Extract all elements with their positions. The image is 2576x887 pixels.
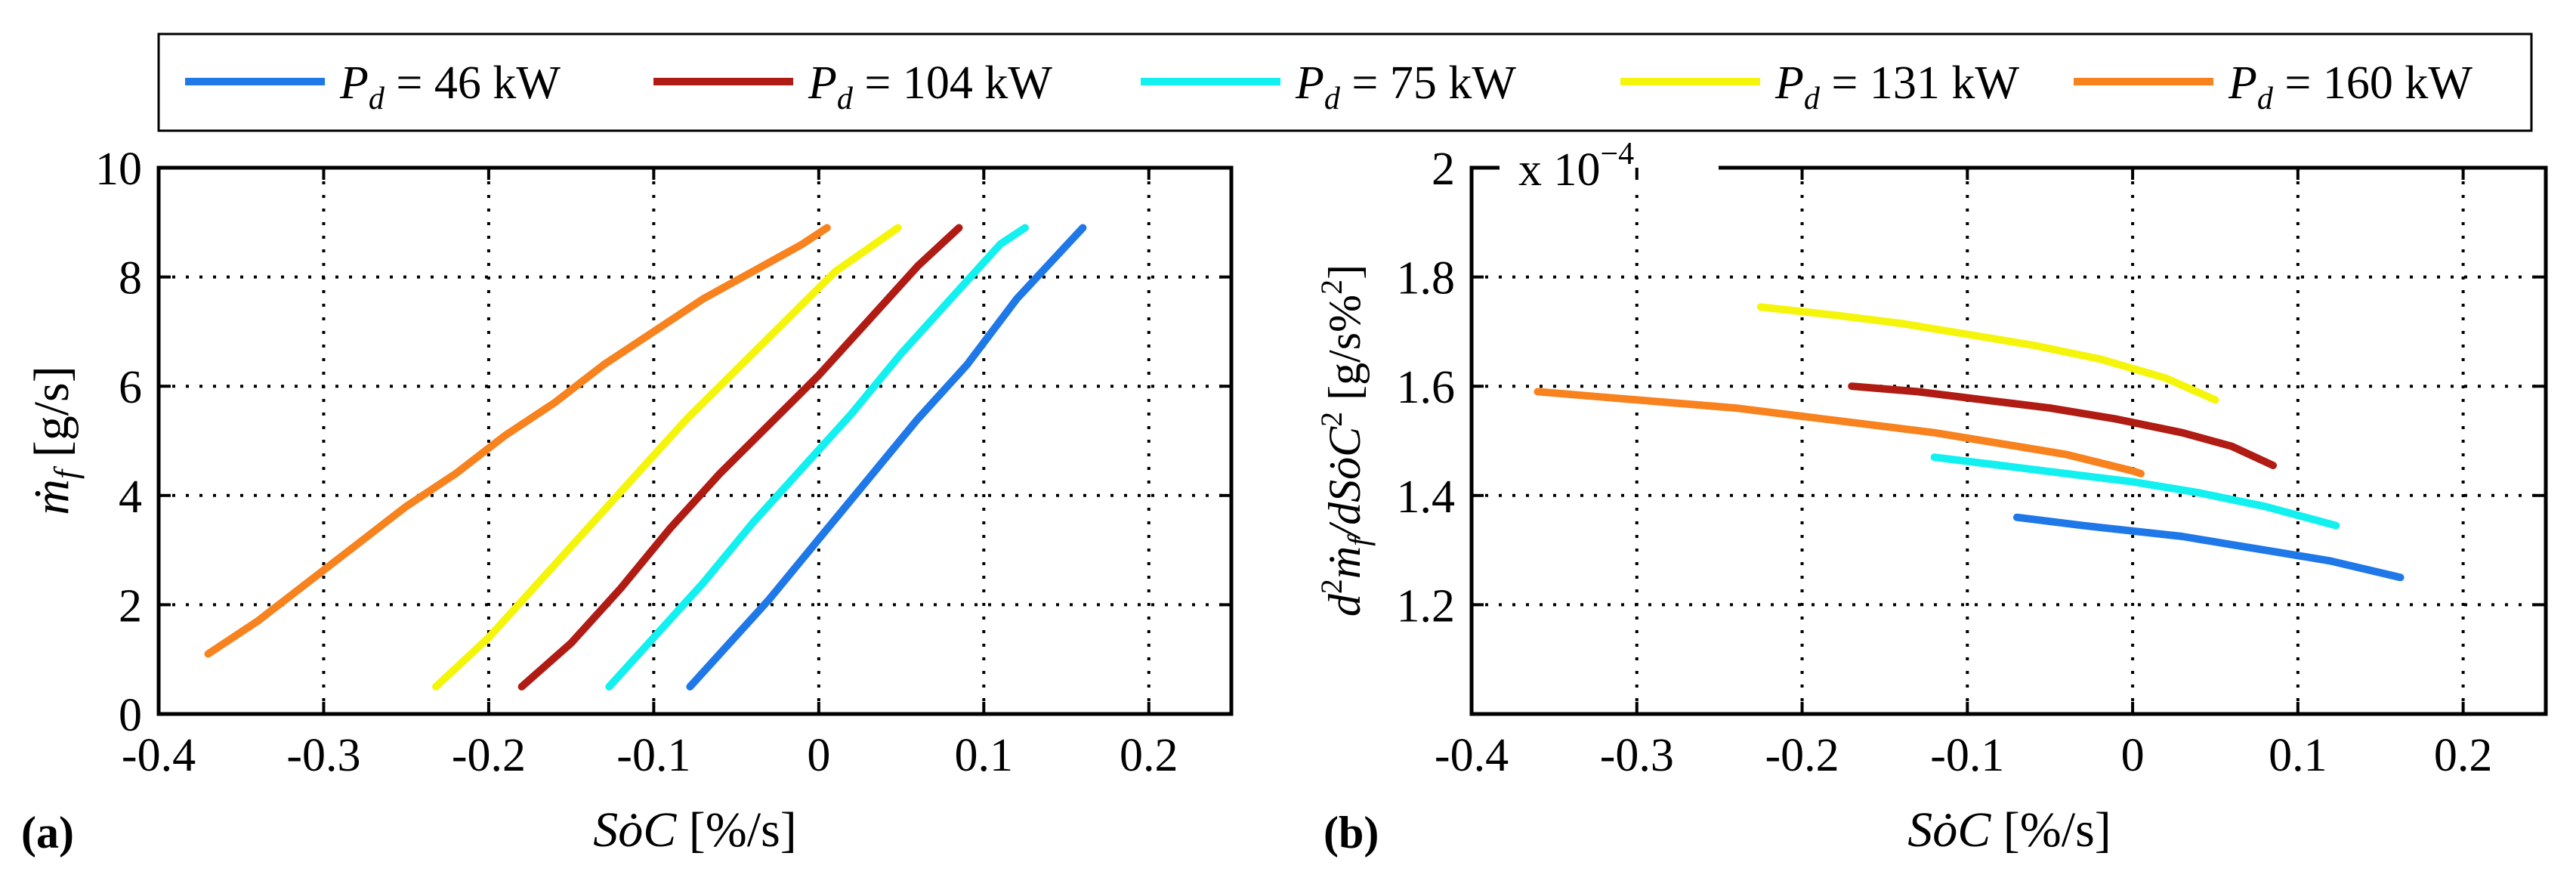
x-tick-label: -0.4 (1435, 730, 1509, 781)
panel-b-xlabel: SȯC [%/s] (1907, 802, 2111, 858)
x-tick-label: 0.2 (1120, 730, 1178, 781)
x-tick-label: -0.1 (1930, 730, 2004, 781)
y-tick-label: 8 (119, 253, 142, 304)
x-tick-label: -0.2 (1765, 730, 1839, 781)
panel-b-label: (b) (1324, 808, 1379, 858)
series-line (2012, 513, 2405, 582)
series-line (605, 224, 1029, 691)
legend-label: Pd = 104 kW (808, 57, 1052, 116)
x-tick-label: -0.3 (286, 730, 360, 781)
series-line (517, 224, 963, 691)
legend: Pd = 46 kW Pd = 104 kW Pd = 75 kW Pd = 131 … (157, 32, 2533, 132)
panel-b-ylabel: d2ṁf/dSȯC2 [g/s%2] (1314, 264, 1376, 617)
legend-label: Pd = 160 kW (2228, 57, 2473, 116)
legend-label: Pd = 46 kW (339, 57, 561, 116)
panel-a: -0.4 -0.3 -0.2 -0.1 0 0.1 0.2 0 2 4 6 8 10 (a) SȯC … (21, 144, 1234, 858)
y-tick-label: 2 (119, 580, 142, 632)
y-tick-label: 4 (119, 471, 142, 523)
series-line (432, 224, 902, 691)
panel-b: x 10−4 -0.4 -0.3 -0.2 -0.1 0 0.1 0.2 1.2 1.4 1.6… (1314, 137, 2548, 858)
series-line (686, 224, 1087, 691)
exponent-mask (1500, 148, 1719, 193)
panel-b-axes-box (1469, 165, 2548, 716)
panel-a-label: (a) (21, 808, 74, 858)
x-tick-label: -0.3 (1600, 730, 1674, 781)
y-tick-label: 0 (119, 690, 142, 741)
x-tick-label: 0.1 (955, 730, 1014, 781)
series-line (1930, 453, 2340, 530)
x-tick-label: -0.4 (122, 730, 196, 781)
y-tick-label: 10 (95, 144, 142, 195)
y-tick-label: 1.2 (1397, 580, 1456, 632)
y-tick-label: 1.6 (1397, 362, 1456, 413)
y-tick-label: 2 (1432, 144, 1455, 195)
x-tick-label: 0 (807, 730, 830, 781)
y-tick-label: 1.4 (1397, 471, 1456, 523)
x-tick-label: 0.1 (2269, 730, 2327, 781)
x-tick-label: 0 (2121, 730, 2145, 781)
series-line (1848, 382, 2277, 469)
x-tick-label: -0.1 (616, 730, 690, 781)
x-tick-label: -0.2 (452, 730, 526, 781)
legend-label: Pd = 75 kW (1295, 57, 1516, 116)
series-line (1534, 388, 2145, 477)
x-tick-label: 0.2 (2434, 730, 2493, 781)
y-tick-label: 6 (119, 362, 142, 413)
panel-a-axes-box (156, 165, 1234, 716)
legend-label: Pd = 131 kW (1774, 57, 2019, 116)
y-tick-label: 1.8 (1397, 253, 1456, 304)
panel-a-ylabel: ṁf [g/s] (24, 366, 85, 515)
panel-a-xlabel: SȯC [%/s] (593, 802, 797, 858)
series-line (1756, 303, 2219, 404)
panel-b-exponent: x 10−4 (1518, 137, 1634, 196)
series-line (204, 224, 831, 658)
